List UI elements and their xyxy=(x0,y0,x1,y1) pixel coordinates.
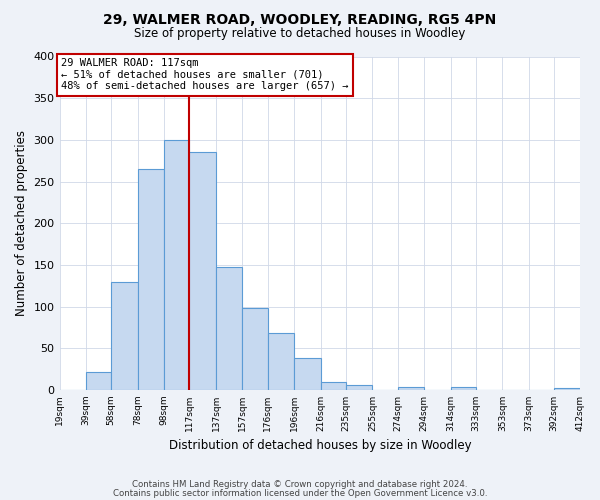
Text: Contains public sector information licensed under the Open Government Licence v3: Contains public sector information licen… xyxy=(113,488,487,498)
Bar xyxy=(554,388,581,390)
Bar xyxy=(111,282,138,390)
Bar xyxy=(216,266,242,390)
Bar xyxy=(320,382,346,390)
Bar xyxy=(451,386,476,390)
Bar xyxy=(346,385,373,390)
Text: Size of property relative to detached houses in Woodley: Size of property relative to detached ho… xyxy=(134,28,466,40)
Bar xyxy=(190,152,216,390)
Text: 29 WALMER ROAD: 117sqm
← 51% of detached houses are smaller (701)
48% of semi-de: 29 WALMER ROAD: 117sqm ← 51% of detached… xyxy=(61,58,349,92)
Text: Contains HM Land Registry data © Crown copyright and database right 2024.: Contains HM Land Registry data © Crown c… xyxy=(132,480,468,489)
Text: 29, WALMER ROAD, WOODLEY, READING, RG5 4PN: 29, WALMER ROAD, WOODLEY, READING, RG5 4… xyxy=(103,12,497,26)
Y-axis label: Number of detached properties: Number of detached properties xyxy=(15,130,28,316)
Bar xyxy=(86,372,111,390)
X-axis label: Distribution of detached houses by size in Woodley: Distribution of detached houses by size … xyxy=(169,440,472,452)
Bar xyxy=(398,386,424,390)
Bar xyxy=(268,333,294,390)
Bar xyxy=(294,358,320,390)
Bar xyxy=(138,169,164,390)
Bar xyxy=(242,308,268,390)
Bar xyxy=(164,140,190,390)
